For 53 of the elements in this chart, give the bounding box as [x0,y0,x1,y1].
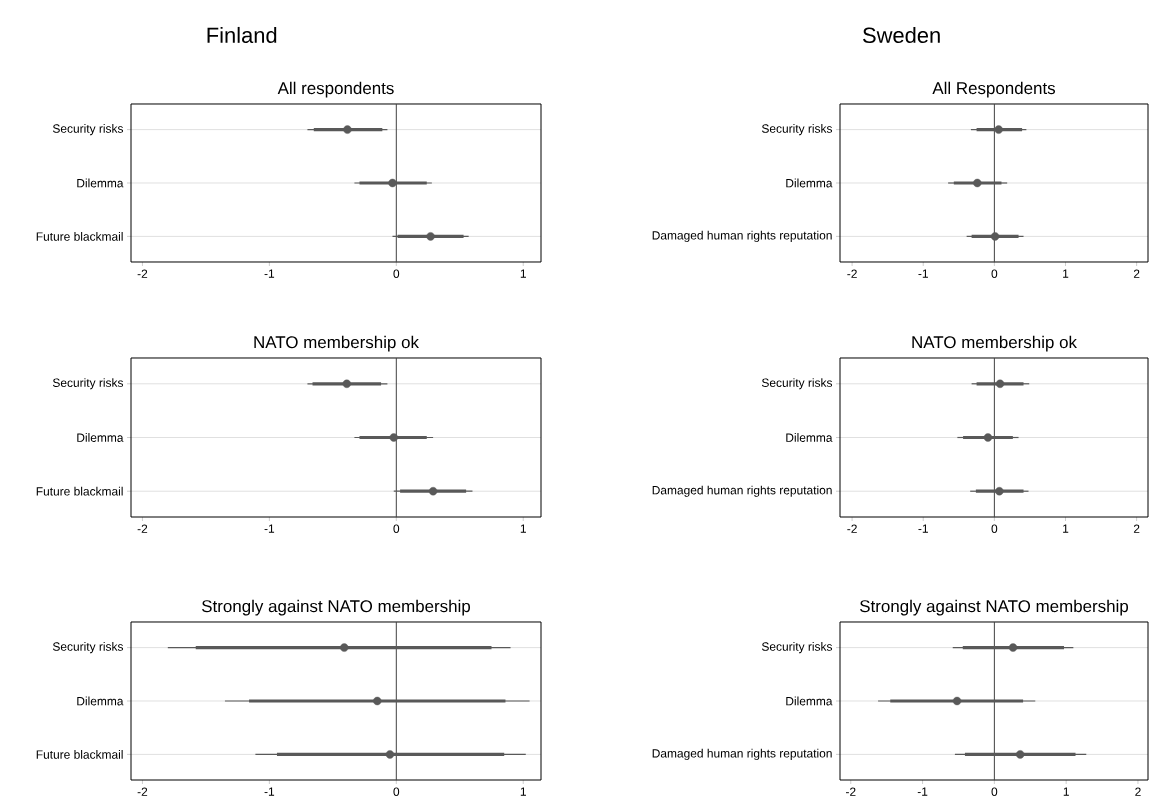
x-tick-label: 1 [1063,787,1069,796]
x-tick-label: 2 [1133,269,1140,278]
y-tick-label: Dilemma [786,696,833,706]
x-tick-label: 0 [393,269,400,278]
x-tick-label: 0 [991,524,998,533]
chart-title: Strongly against NATO membership [860,599,1129,616]
x-tick-label: 0 [991,787,998,796]
x-tick-label: 1 [520,269,526,278]
y-tick-label: Dilemma [77,433,124,442]
y-tick-label: Damaged human rights reputation [652,485,832,497]
y-tick-label: Security risks [761,124,833,136]
chart-title: NATO membership ok [254,335,419,352]
x-tick-label: -1 [918,524,928,533]
x-tick-label: 0 [991,269,998,278]
y-tick-label: Dilemma [77,696,124,706]
chart-title: Strongly against NATO membership [202,599,471,616]
y-tick-label: Future blackmail [36,231,123,241]
x-tick-label: -2 [137,787,148,796]
x-tick-label: 1 [520,524,526,533]
text: Finland [207,26,277,44]
chart-title: All Respondents [932,81,1056,98]
x-tick-label: -1 [917,787,928,796]
y-tick-label: Future blackmail [36,486,123,496]
y-tick-label: Dilemma [77,178,124,188]
x-tick-label: -1 [918,269,928,278]
y-tick-label: Security risks [52,642,124,654]
y-tick-label: Security risks [761,642,833,654]
x-tick-label: -1 [264,524,275,533]
chart-title: NATO membership ok [912,335,1077,352]
x-tick-label: -1 [264,787,275,796]
x-tick-label: 1 [1063,269,1069,278]
y-tick-label: Dilemma [786,178,833,188]
x-tick-label: -2 [137,524,148,533]
x-tick-label: 2 [1133,524,1140,533]
x-tick-label: -1 [264,269,275,278]
chart-title: All respondents [277,81,394,98]
y-tick-label: Security risks [52,378,124,390]
y-tick-label: Future blackmail [36,750,123,759]
x-tick-label: -2 [847,524,857,533]
x-tick-label: 0 [393,524,400,533]
x-tick-label: -2 [847,269,857,278]
x-tick-label: -2 [137,269,148,278]
x-tick-label: 0 [393,787,400,796]
y-tick-label: Security risks [761,378,833,390]
x-tick-label: 1 [520,787,526,796]
x-tick-label: 1 [1063,524,1069,533]
y-tick-label: Security risks [52,124,124,136]
x-tick-label: -2 [845,787,856,796]
text: Sweden [863,26,940,44]
x-tick-label: 2 [1135,787,1141,796]
y-tick-label: Dilemma [786,433,833,442]
y-tick-label: Damaged human rights reputation [652,748,832,760]
y-tick-label: Damaged human rights reputation [652,230,832,242]
